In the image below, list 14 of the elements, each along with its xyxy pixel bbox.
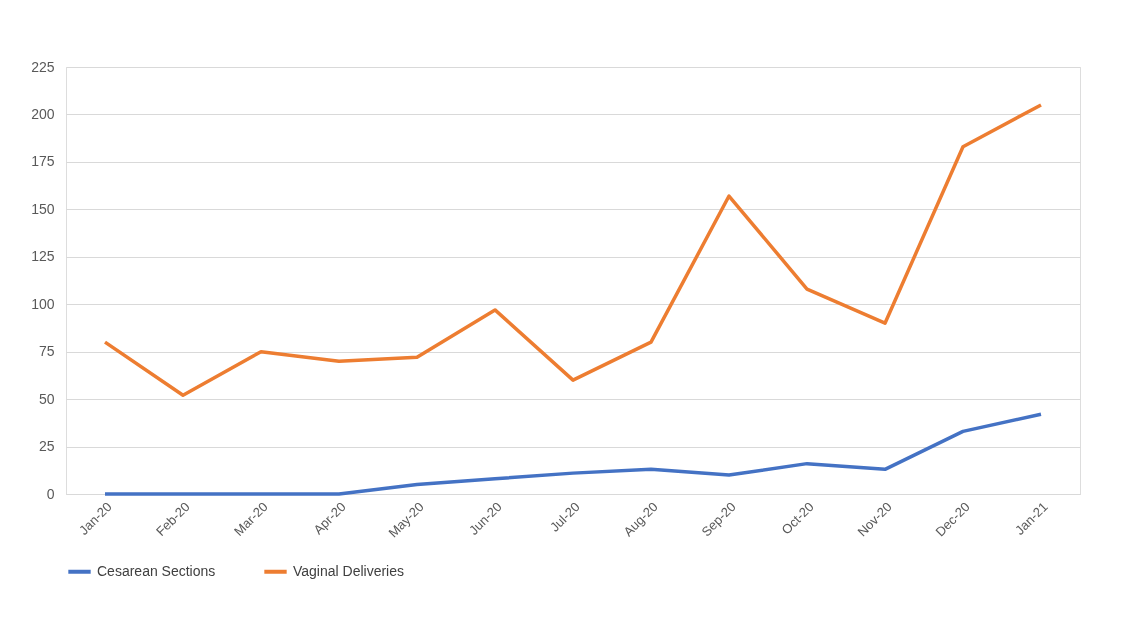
y-tick-label: 225: [31, 58, 55, 75]
legend-label: Vaginal Deliveries: [293, 562, 405, 579]
y-tick-label: 50: [38, 390, 55, 407]
line-series: [103, 412, 1043, 496]
y-tick-label: 200: [31, 105, 55, 122]
line-series: [103, 103, 1043, 398]
y-tick-label: 25: [38, 438, 55, 455]
y-tick-label: 125: [31, 248, 55, 265]
y-tick-label: 100: [31, 295, 55, 312]
legend-label: Cesarean Sections: [97, 562, 216, 579]
y-tick-label: 175: [31, 153, 55, 170]
y-tick-label: 75: [38, 343, 55, 360]
y-tick-label: 0: [46, 485, 55, 502]
y-tick-label: 150: [31, 200, 55, 217]
